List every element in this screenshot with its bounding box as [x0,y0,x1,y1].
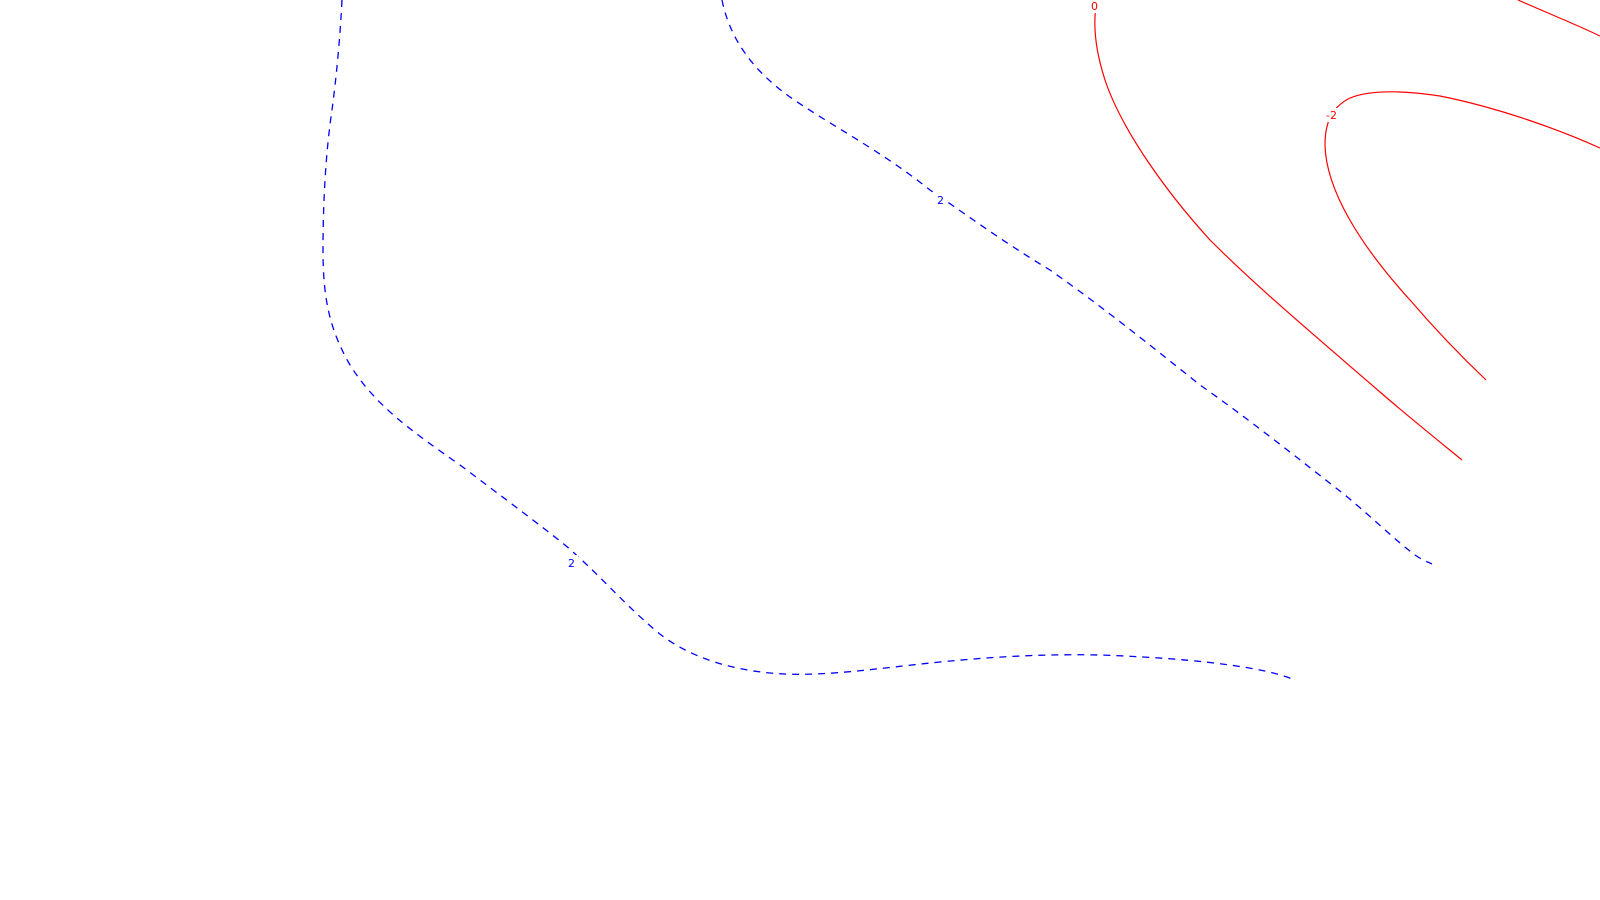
label-mask [934,192,946,206]
contour-label-2-central: 2 [937,194,944,207]
contour-line-edge [1517,0,1600,37]
contour-label-minus2: -2 [1326,109,1337,122]
label-mask [1089,0,1101,13]
label-mask [566,555,578,569]
contour-label-2-west: 2 [568,557,575,570]
contour-line-2-west [322,0,1296,681]
contour-line-0 [1094,0,1463,461]
contour-line-minus2 [1324,91,1600,381]
contour-label-0: 0 [1091,0,1098,13]
contour-line-2-central [721,0,1433,565]
label-mask [1324,108,1342,122]
